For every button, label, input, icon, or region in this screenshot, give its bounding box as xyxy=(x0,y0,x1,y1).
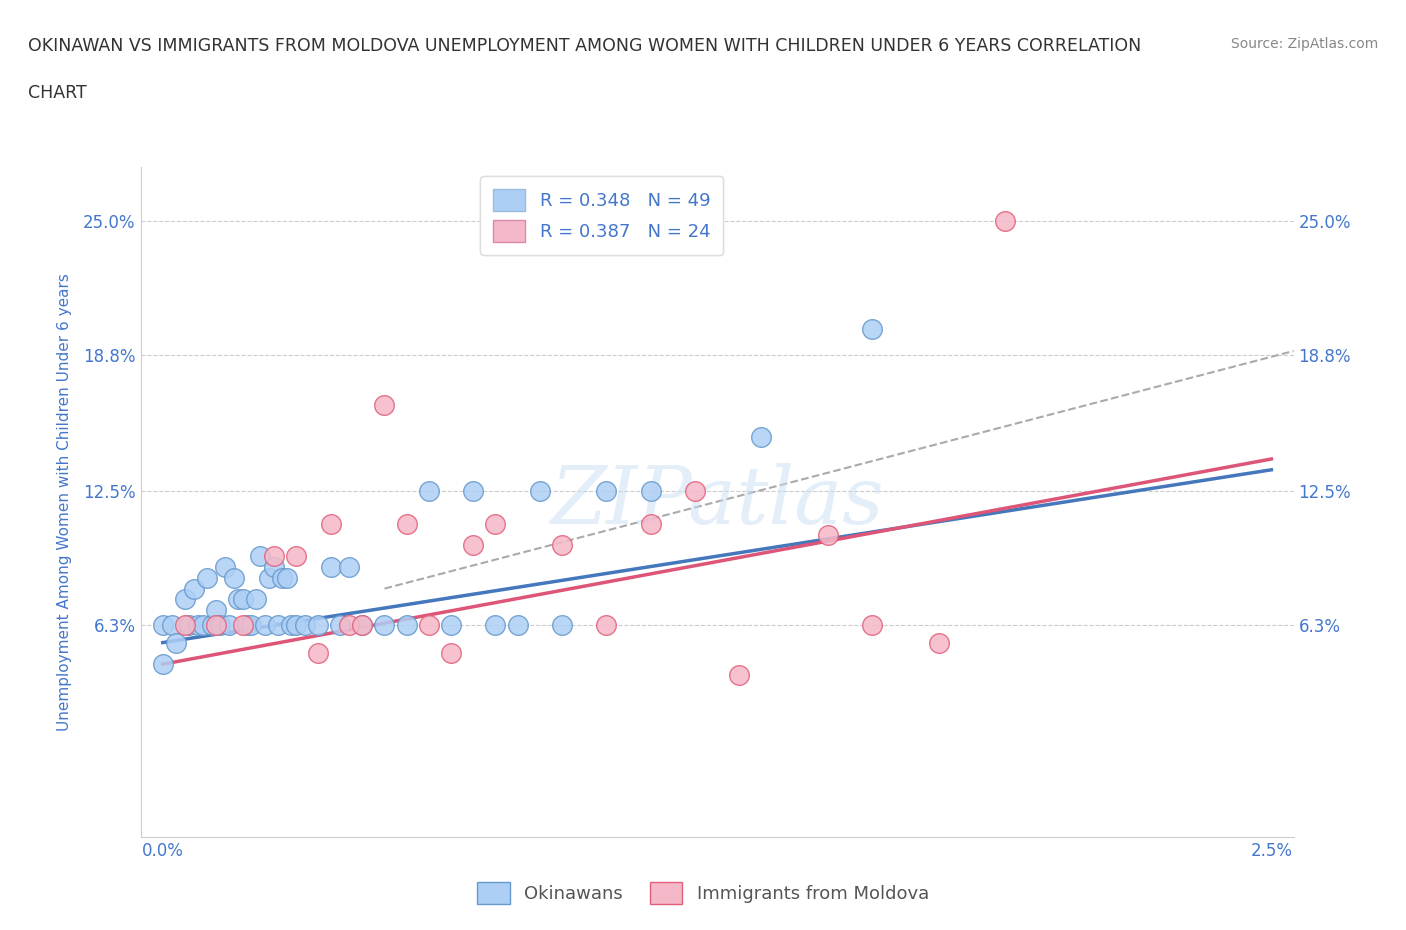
Point xyxy=(860,322,883,337)
Point xyxy=(352,618,374,632)
Text: Source: ZipAtlas.com: Source: ZipAtlas.com xyxy=(1230,37,1378,51)
Point xyxy=(352,618,374,632)
Point xyxy=(440,646,463,661)
Point xyxy=(751,430,773,445)
Point xyxy=(200,618,222,632)
Point xyxy=(321,516,343,531)
Point xyxy=(160,618,183,632)
Point xyxy=(484,618,506,632)
Point xyxy=(928,635,950,650)
Point xyxy=(280,618,302,632)
Text: CHART: CHART xyxy=(28,84,87,101)
Legend: Okinawans, Immigrants from Moldova: Okinawans, Immigrants from Moldova xyxy=(470,875,936,911)
Point xyxy=(860,618,883,632)
Point xyxy=(174,592,197,607)
Point xyxy=(263,560,285,575)
Point xyxy=(187,618,209,632)
Point xyxy=(276,570,298,585)
Point xyxy=(284,618,307,632)
Point xyxy=(817,527,839,542)
Point xyxy=(463,538,485,552)
Point xyxy=(337,618,360,632)
Point xyxy=(728,668,751,683)
Point xyxy=(152,618,174,632)
Point xyxy=(222,570,245,585)
Point xyxy=(294,618,316,632)
Y-axis label: Unemployment Among Women with Children Under 6 years: Unemployment Among Women with Children U… xyxy=(58,273,72,731)
Point xyxy=(329,618,352,632)
Point xyxy=(307,618,329,632)
Point xyxy=(257,570,280,585)
Point xyxy=(506,618,529,632)
Point xyxy=(683,484,706,498)
Point xyxy=(337,560,360,575)
Point xyxy=(165,635,187,650)
Point xyxy=(253,618,276,632)
Point xyxy=(595,618,617,632)
Point xyxy=(226,592,249,607)
Point xyxy=(418,484,440,498)
Point xyxy=(595,484,617,498)
Point xyxy=(191,618,214,632)
Point xyxy=(183,581,205,596)
Point xyxy=(373,618,395,632)
Point xyxy=(307,646,329,661)
Point xyxy=(214,560,236,575)
Text: OKINAWAN VS IMMIGRANTS FROM MOLDOVA UNEMPLOYMENT AMONG WOMEN WITH CHILDREN UNDER: OKINAWAN VS IMMIGRANTS FROM MOLDOVA UNEM… xyxy=(28,37,1142,55)
Point xyxy=(463,484,485,498)
Point xyxy=(271,570,294,585)
Point xyxy=(418,618,440,632)
Text: ZIPatlas: ZIPatlas xyxy=(550,463,884,541)
Point xyxy=(236,618,259,632)
Point xyxy=(267,618,290,632)
Point xyxy=(551,618,574,632)
Point xyxy=(484,516,506,531)
Point xyxy=(232,592,254,607)
Point xyxy=(240,618,263,632)
Point xyxy=(249,549,271,564)
Point xyxy=(152,657,174,671)
Point xyxy=(218,618,240,632)
Point xyxy=(440,618,463,632)
Point xyxy=(205,603,228,618)
Point xyxy=(640,516,662,531)
Point xyxy=(395,516,418,531)
Point xyxy=(640,484,662,498)
Point xyxy=(209,618,232,632)
Point xyxy=(551,538,574,552)
Point xyxy=(263,549,285,564)
Point xyxy=(245,592,267,607)
Point xyxy=(232,618,254,632)
Point xyxy=(395,618,418,632)
Point xyxy=(174,618,197,632)
Point xyxy=(205,618,228,632)
Legend: R = 0.348   N = 49, R = 0.387   N = 24: R = 0.348 N = 49, R = 0.387 N = 24 xyxy=(481,177,723,255)
Point xyxy=(529,484,551,498)
Point xyxy=(179,618,201,632)
Point xyxy=(284,549,307,564)
Point xyxy=(373,397,395,412)
Point xyxy=(994,214,1017,229)
Point xyxy=(195,570,218,585)
Point xyxy=(321,560,343,575)
